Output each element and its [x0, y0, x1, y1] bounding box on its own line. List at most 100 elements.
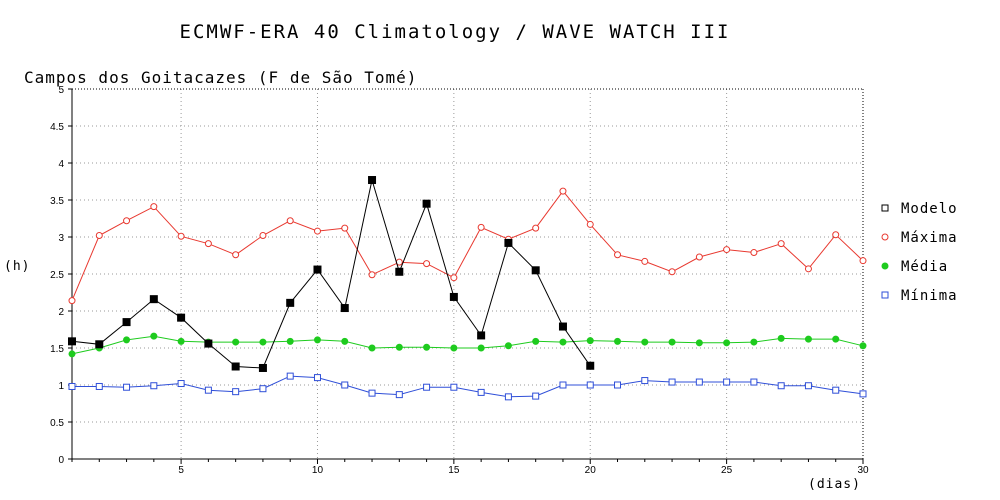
- legend-item-modelo: Modelo: [881, 201, 957, 217]
- data-point-media: [504, 342, 512, 350]
- data-point-maxima: [777, 240, 785, 248]
- data-point-modelo: [231, 362, 240, 371]
- data-point-minima: [695, 378, 703, 386]
- data-point-modelo: [422, 199, 431, 208]
- data-point-modelo: [122, 318, 131, 327]
- data-point-media: [150, 332, 158, 340]
- data-point-minima: [204, 386, 212, 394]
- series-line-modelo: [71, 179, 591, 369]
- data-point-modelo: [149, 295, 158, 304]
- data-point-maxima: [668, 268, 676, 276]
- x-tick-label: 10: [312, 465, 324, 476]
- data-point-minima: [313, 374, 321, 382]
- plot-area: 0 0.5 1 1.5 2 2.5 3 3.5 4 4.5 5 5 10 15 20 25 30: [50, 85, 869, 476]
- data-point-minima: [532, 392, 540, 400]
- legend-item-media: Média: [881, 259, 948, 275]
- data-point-maxima: [177, 232, 185, 240]
- data-point-maxima: [832, 231, 840, 239]
- data-point-media: [286, 337, 294, 345]
- data-point-media: [723, 339, 731, 347]
- y-tick-label: 3.5: [50, 196, 64, 207]
- data-point-maxima: [477, 223, 485, 231]
- legend: Modelo Máxima Média Mínima: [881, 201, 958, 304]
- data-point-minima: [95, 382, 103, 390]
- data-point-maxima: [614, 251, 622, 259]
- data-point-media: [232, 338, 240, 346]
- data-point-maxima: [232, 251, 240, 259]
- data-point-maxima: [586, 220, 594, 228]
- data-point-minima: [750, 378, 758, 386]
- x-axis-label: (dias): [808, 477, 861, 492]
- data-point-maxima: [259, 232, 267, 240]
- data-point-modelo: [258, 363, 267, 372]
- y-tick-label: 4.5: [50, 122, 64, 133]
- series-line-minima: [72, 375, 864, 398]
- data-point-minima: [723, 378, 731, 386]
- x-tick-label: 15: [448, 465, 460, 476]
- data-point-minima: [559, 381, 567, 389]
- data-point-minima: [286, 372, 294, 380]
- data-point-modelo: [449, 292, 458, 301]
- data-point-maxima: [341, 224, 349, 232]
- data-point-media: [68, 350, 76, 358]
- data-point-media: [368, 344, 376, 352]
- data-point-media: [341, 337, 349, 345]
- data-point-minima: [341, 381, 349, 389]
- data-point-media: [614, 337, 622, 345]
- y-tick-label: 3: [58, 233, 64, 244]
- legend-label-minima: Mínima: [901, 288, 958, 304]
- data-point-modelo: [395, 267, 404, 276]
- data-point-minima: [477, 388, 485, 396]
- data-point-modelo: [95, 340, 104, 349]
- data-point-minima: [368, 389, 376, 397]
- series-line-media: [71, 335, 864, 355]
- data-point-media: [832, 335, 840, 343]
- series-maxima: [68, 187, 867, 305]
- data-point-media: [423, 343, 431, 351]
- data-point-media: [259, 338, 267, 346]
- data-point-modelo: [368, 176, 377, 185]
- data-point-maxima: [95, 232, 103, 240]
- data-point-media: [559, 338, 567, 346]
- data-point-maxima: [695, 253, 703, 261]
- data-point-media: [586, 337, 594, 345]
- data-point-minima: [177, 380, 185, 388]
- data-point-modelo: [340, 304, 349, 313]
- data-point-modelo: [504, 238, 513, 247]
- data-point-maxima: [450, 274, 458, 282]
- data-point-media: [477, 344, 485, 352]
- y-tick-label: 0.5: [50, 418, 64, 429]
- data-point-modelo: [313, 265, 322, 274]
- data-point-minima: [777, 382, 785, 390]
- data-point-modelo: [286, 298, 295, 307]
- data-point-minima: [804, 382, 812, 390]
- data-point-media: [859, 342, 867, 350]
- series-minima: [68, 372, 867, 401]
- y-tick-label: 1: [58, 381, 64, 392]
- legend-label-media: Média: [901, 259, 948, 275]
- data-point-maxima: [286, 217, 294, 225]
- data-point-maxima: [532, 224, 540, 232]
- data-point-media: [177, 337, 185, 345]
- x-tick-label: 20: [585, 465, 597, 476]
- data-point-minima: [450, 383, 458, 391]
- legend-marker-maxima: [881, 233, 889, 241]
- data-point-maxima: [204, 240, 212, 248]
- data-point-modelo: [586, 361, 595, 370]
- y-tick-label: 2: [58, 307, 64, 318]
- data-point-minima: [395, 391, 403, 399]
- data-point-minima: [641, 377, 649, 385]
- data-point-maxima: [804, 265, 812, 273]
- data-point-maxima: [641, 257, 649, 265]
- legend-item-maxima: Máxima: [881, 230, 957, 246]
- data-point-minima: [586, 381, 594, 389]
- data-point-maxima: [368, 271, 376, 279]
- data-point-modelo: [477, 331, 486, 340]
- data-point-maxima: [859, 257, 867, 265]
- data-point-modelo: [558, 322, 567, 331]
- data-point-minima: [614, 381, 622, 389]
- y-tick-label: 4: [58, 159, 64, 170]
- x-tick-label: 25: [721, 465, 733, 476]
- legend-marker-minima: [881, 291, 889, 299]
- x-tick-label: 30: [857, 465, 869, 476]
